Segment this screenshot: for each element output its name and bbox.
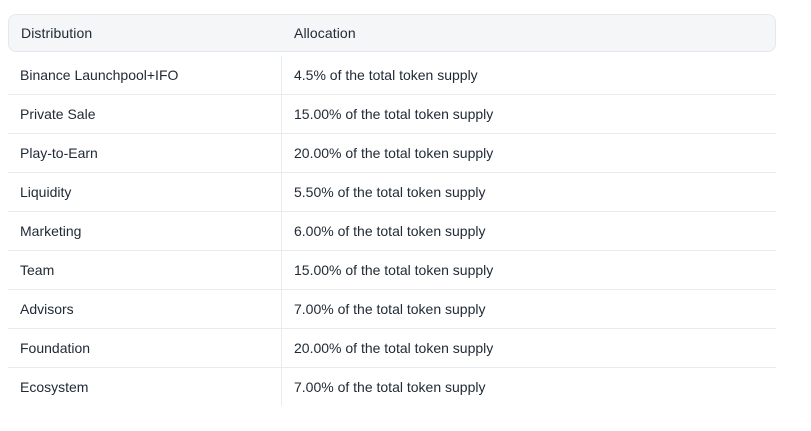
distribution-cell: Liquidity xyxy=(20,184,72,200)
table-row: Binance Launchpool+IFO 4.5% of the total… xyxy=(8,56,776,95)
distribution-cell: Private Sale xyxy=(20,106,96,122)
distribution-cell: Foundation xyxy=(20,340,91,356)
allocation-cell: 20.00% of the total token supply xyxy=(281,134,776,172)
table-row: Private Sale 15.00% of the total token s… xyxy=(8,95,776,134)
allocation-cell: 4.5% of the total token supply xyxy=(281,56,776,94)
table-header: Distribution Allocation xyxy=(8,14,776,52)
table-body: Binance Launchpool+IFO 4.5% of the total… xyxy=(8,56,776,406)
table-row: Marketing 6.00% of the total token suppl… xyxy=(8,212,776,251)
distribution-cell: Advisors xyxy=(20,301,74,317)
table-row: Liquidity 5.50% of the total token suppl… xyxy=(8,173,776,212)
allocation-cell: 6.00% of the total token supply xyxy=(281,212,776,250)
distribution-cell: Play-to-Earn xyxy=(20,145,98,161)
allocation-cell: 20.00% of the total token supply xyxy=(281,329,776,367)
table-row: Foundation 20.00% of the total token sup… xyxy=(8,329,776,368)
column-header-distribution: Distribution xyxy=(21,25,93,41)
allocation-cell: 5.50% of the total token supply xyxy=(281,173,776,211)
allocation-cell: 7.00% of the total token supply xyxy=(281,290,776,328)
table-row: Team 15.00% of the total token supply xyxy=(8,251,776,290)
table-row: Advisors 7.00% of the total token supply xyxy=(8,290,776,329)
table-row: Play-to-Earn 20.00% of the total token s… xyxy=(8,134,776,173)
column-header-allocation: Allocation xyxy=(294,25,356,41)
distribution-cell: Ecosystem xyxy=(20,379,89,395)
distribution-cell: Team xyxy=(20,262,55,278)
distribution-cell: Marketing xyxy=(20,223,82,239)
allocation-cell: 15.00% of the total token supply xyxy=(281,95,776,133)
table-row: Ecosystem 7.00% of the total token suppl… xyxy=(8,368,776,406)
allocation-cell: 7.00% of the total token supply xyxy=(281,368,776,406)
distribution-cell: Binance Launchpool+IFO xyxy=(20,67,179,83)
token-distribution-table: Distribution Allocation Binance Launchpo… xyxy=(8,14,776,406)
allocation-cell: 15.00% of the total token supply xyxy=(281,251,776,289)
